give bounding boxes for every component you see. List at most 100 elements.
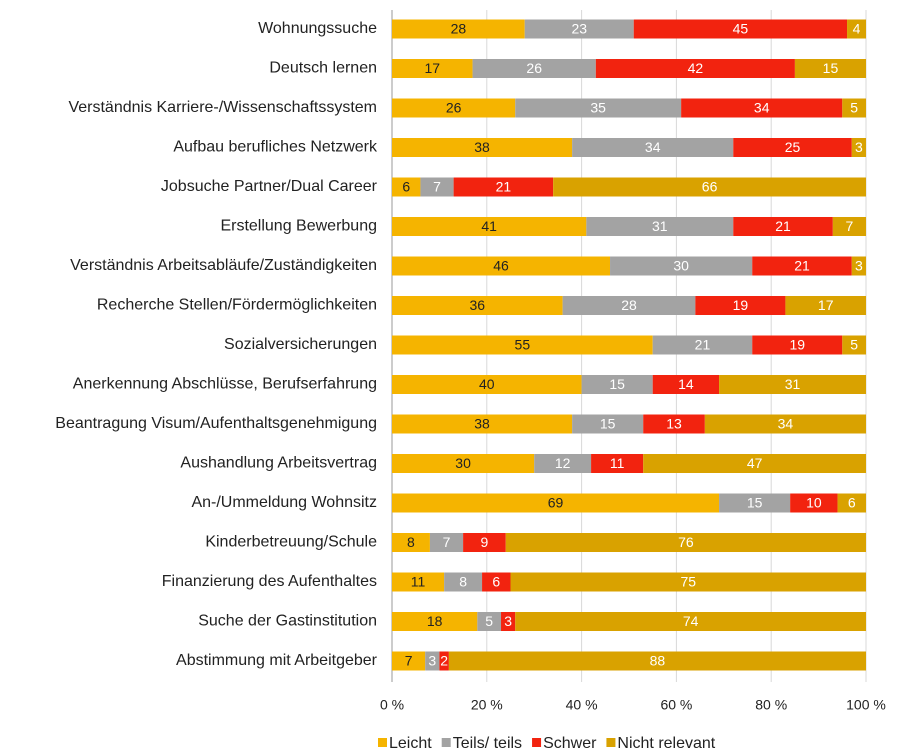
bar-segment: [429, 533, 464, 552]
category-label: Finanzierung des Aufenthaltes: [162, 573, 377, 590]
value-label: 18: [427, 613, 443, 629]
value-label: 31: [652, 218, 668, 234]
bar-segment: [851, 256, 866, 276]
value-label: 8: [407, 534, 415, 550]
value-label: 30: [673, 258, 689, 274]
value-label: 26: [526, 60, 542, 76]
legend-swatch: [378, 738, 387, 747]
bar-segment: [392, 572, 445, 592]
value-label: 45: [733, 21, 749, 37]
x-tick-label: 80 %: [755, 697, 787, 713]
bar-segment: [652, 335, 753, 355]
category-label: Jobsuche Partner/Dual Career: [161, 178, 378, 195]
bar-segment: [842, 98, 866, 118]
bar-segment: [842, 335, 866, 355]
value-label: 31: [785, 376, 801, 392]
bar-segment: [505, 533, 866, 552]
bar-segment: [586, 217, 734, 236]
bar-segment: [524, 19, 634, 39]
bar-segment: [439, 651, 449, 671]
value-label: 36: [470, 297, 486, 313]
value-label: 40: [479, 376, 495, 392]
category-label: Beantragung Visum/Aufenthaltsgenehmigung: [55, 415, 377, 432]
value-label: 21: [695, 337, 711, 353]
category-label: Sozialversicherungen: [224, 336, 377, 353]
bar-segment: [392, 59, 473, 78]
bar-segment: [392, 296, 563, 315]
category-label: Verständnis Arbeitsabläufe/Zuständigkeit…: [70, 257, 377, 274]
bar-segment: [794, 59, 866, 78]
bar-segment: [392, 335, 653, 355]
category-label: Anerkennung Abschlüsse, Berufserfahrung: [73, 376, 377, 393]
bar-segment: [652, 375, 720, 394]
value-label: 15: [609, 376, 625, 392]
value-label: 30: [455, 455, 471, 471]
value-label: 76: [678, 534, 694, 550]
value-label: 11: [411, 574, 426, 590]
value-label: 46: [493, 258, 509, 274]
x-tick-label: 60 %: [660, 697, 692, 713]
value-label: 21: [775, 218, 791, 234]
value-label: 69: [548, 495, 564, 511]
value-label: 75: [680, 574, 696, 590]
value-label: 15: [823, 60, 839, 76]
value-label: 6: [492, 574, 500, 590]
x-tick-label: 20 %: [471, 697, 503, 713]
legend-swatch: [441, 738, 451, 747]
value-label: 5: [850, 337, 858, 353]
bar-segment: [610, 256, 753, 276]
bar-segment: [837, 493, 866, 513]
value-label: 42: [688, 60, 704, 76]
legend-swatch: [606, 738, 616, 747]
legend-label: Schwer: [543, 735, 597, 752]
bar-segment: [482, 572, 511, 592]
bar-segment: [847, 19, 866, 39]
value-label: 34: [778, 416, 794, 432]
value-label: 17: [818, 297, 834, 313]
category-label: An-/Ummeldung Wohnsitz: [191, 494, 377, 511]
value-label: 15: [600, 416, 616, 432]
bar-segment: [515, 612, 866, 631]
value-label: 19: [789, 337, 805, 353]
value-label: 38: [474, 139, 490, 155]
category-label: Aufbau berufliches Netzwerk: [173, 139, 378, 156]
bar-segment: [832, 217, 866, 236]
value-label: 38: [474, 416, 490, 432]
value-label: 3: [855, 139, 863, 155]
value-label: 17: [425, 60, 441, 76]
value-label: 5: [850, 100, 858, 116]
value-label: 35: [590, 100, 606, 116]
bar-segment: [752, 256, 852, 276]
bar-segment: [719, 493, 791, 513]
value-label: 5: [485, 613, 493, 629]
bar-segment: [392, 217, 587, 236]
bar-segment: [719, 375, 866, 394]
bar-segment: [392, 177, 421, 197]
bar-segment: [392, 375, 582, 394]
bar-segment: [643, 454, 866, 473]
legend-label: Leicht: [389, 735, 432, 752]
value-label: 21: [496, 179, 512, 195]
bar-segment: [572, 414, 644, 434]
value-label: 34: [754, 100, 770, 116]
bar-segment: [733, 138, 852, 157]
value-label: 9: [481, 534, 489, 550]
value-label: 2: [440, 653, 448, 669]
bar-segment: [425, 651, 440, 671]
bar-segment: [785, 296, 866, 315]
x-tick-label: 40 %: [566, 697, 598, 713]
bar-segment: [572, 138, 734, 157]
value-label: 7: [846, 218, 854, 234]
value-label: 4: [853, 21, 861, 37]
value-label: 21: [794, 258, 810, 274]
value-label: 34: [645, 139, 661, 155]
bar-segment: [420, 177, 454, 197]
bar-segment: [472, 59, 596, 78]
bar-segment: [562, 296, 696, 315]
legend-label: Teils/ teils: [453, 735, 522, 752]
bar-segment: [392, 651, 426, 671]
value-label: 8: [459, 574, 467, 590]
bar-segment: [477, 612, 502, 631]
category-label: Wohnungssuche: [258, 20, 377, 37]
